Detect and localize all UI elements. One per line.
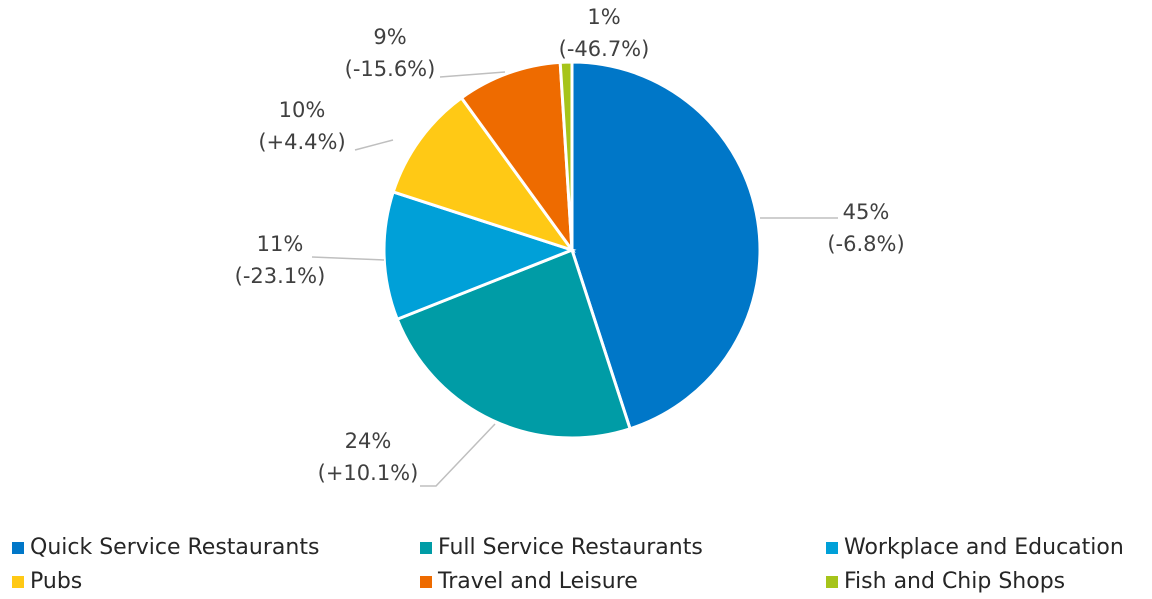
leader-line xyxy=(439,71,506,78)
data-label: 10% xyxy=(279,98,326,122)
pie-slice xyxy=(558,60,574,251)
change-label: (+10.1%) xyxy=(318,461,419,485)
legend-label: Quick Service Restaurants xyxy=(30,535,319,560)
data-label: 24% xyxy=(345,429,392,453)
legend-label: Full Service Restaurants xyxy=(438,535,703,560)
legend-label: Fish and Chip Shops xyxy=(844,569,1065,594)
pie-slice xyxy=(570,60,762,431)
leader-line xyxy=(311,256,385,261)
legend-swatch xyxy=(826,576,838,588)
leader-line xyxy=(420,423,496,487)
pie-slice xyxy=(459,60,574,256)
data-label: 1% xyxy=(587,5,620,29)
change-label: (-15.6%) xyxy=(345,57,436,81)
pie-slice xyxy=(391,95,576,253)
data-label: 9% xyxy=(373,25,406,49)
leader-line xyxy=(354,139,394,151)
legend-label: Travel and Leisure xyxy=(437,569,638,594)
legend-swatch xyxy=(12,576,24,588)
change-label: (+4.4%) xyxy=(258,130,345,154)
pie-slice xyxy=(382,190,577,322)
legend-swatch xyxy=(826,542,838,554)
change-label: (-46.7%) xyxy=(559,37,650,61)
change-label: (-6.8%) xyxy=(827,232,904,256)
legend-swatch xyxy=(12,542,24,554)
legend-label: Pubs xyxy=(30,569,82,594)
legend-label: Workplace and Education xyxy=(844,535,1124,560)
data-label: 45% xyxy=(843,200,890,224)
data-label: 11% xyxy=(257,232,304,256)
legend-swatch xyxy=(420,542,432,554)
change-label: (-23.1%) xyxy=(235,264,326,288)
legend-swatch xyxy=(420,576,432,588)
